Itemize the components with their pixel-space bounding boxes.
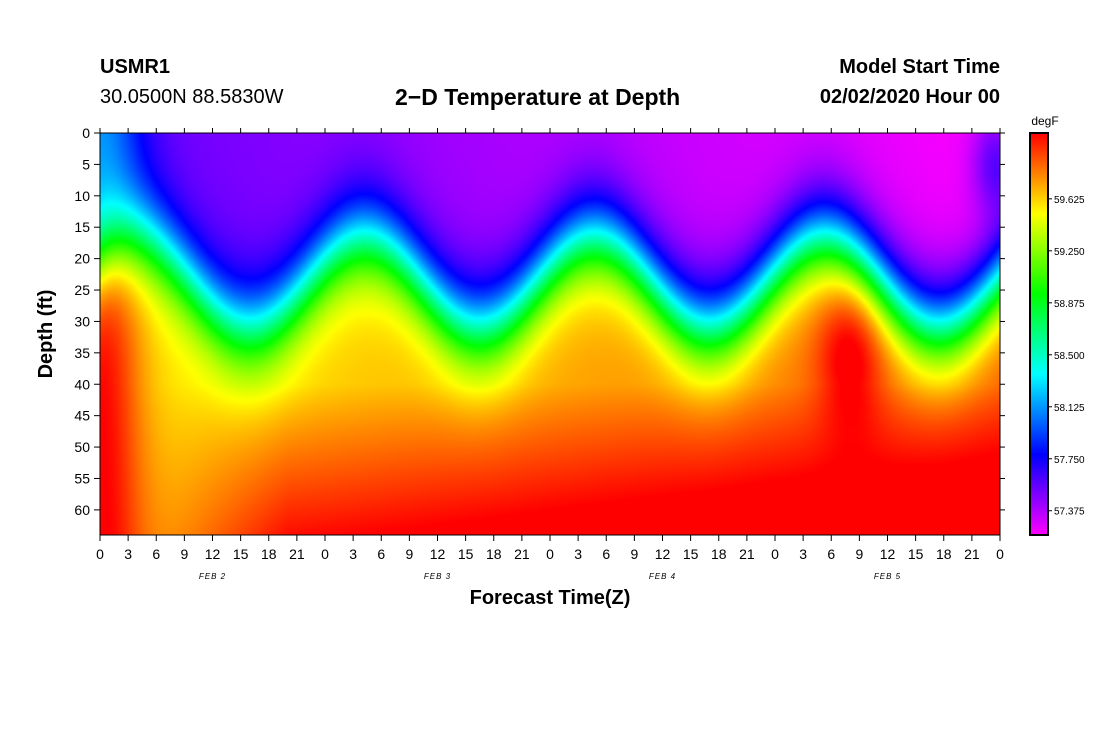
y-tick-label: 40 <box>74 376 90 392</box>
y-tick-label: 0 <box>82 125 90 141</box>
x-tick-label: 15 <box>458 546 474 562</box>
station-coordinates: 30.0500N 88.5830W <box>100 86 284 108</box>
x-tick-label: 12 <box>880 546 896 562</box>
colorbar-axis: 57.375 57.750 58.125 58.500 58.875 59.250 59.6… <box>1048 195 1085 518</box>
x-tick-label: 15 <box>683 546 699 562</box>
x-tick-label: 9 <box>630 546 638 562</box>
x-tick-label: 12 <box>655 546 671 562</box>
x-tick-label: 12 <box>430 546 446 562</box>
y-tick-label: 50 <box>74 439 90 455</box>
colorbar-frame <box>1029 132 1049 536</box>
x-tick-label: 21 <box>739 546 755 562</box>
x-tick-label: 21 <box>289 546 305 562</box>
x-day-label: FEB 5 <box>874 572 901 581</box>
colorbar-unit-label: degF <box>1031 114 1058 128</box>
x-axis: 0 3 6 9 12 15 18 21 0 3 6 9 12 15 18 21 0 3 6 9 12 15 18 21 0 3 6 9… <box>96 128 1004 581</box>
x-tick-label: 6 <box>152 546 160 562</box>
colorbar-gradient <box>1030 133 1048 535</box>
x-tick-label: 12 <box>205 546 221 562</box>
x-day-label: FEB 2 <box>199 572 226 581</box>
x-tick-label: 3 <box>124 546 132 562</box>
colorbar-tick-label: 59.625 <box>1054 195 1085 206</box>
x-tick-label: 0 <box>996 546 1004 562</box>
colorbar-tick-label: 59.250 <box>1054 247 1085 258</box>
x-tick-label: 21 <box>514 546 530 562</box>
x-tick-label: 0 <box>546 546 554 562</box>
colorbar-tick-label: 58.500 <box>1054 351 1085 362</box>
colorbar-tick-label: 57.375 <box>1054 507 1085 518</box>
x-tick-label: 18 <box>711 546 727 562</box>
model-start-value: 02/02/2020 Hour 00 <box>819 86 1000 108</box>
x-tick-label: 9 <box>855 546 863 562</box>
station-id: USMR1 <box>100 56 171 78</box>
y-tick-label: 25 <box>74 282 90 298</box>
x-tick-label: 18 <box>261 546 277 562</box>
y-tick-label: 5 <box>82 156 90 172</box>
x-tick-label: 18 <box>486 546 502 562</box>
y-tick-label: 35 <box>74 345 90 361</box>
x-tick-label: 3 <box>574 546 582 562</box>
x-axis-label: Forecast Time(Z) <box>470 587 631 609</box>
x-tick-label: 9 <box>405 546 413 562</box>
x-day-label: FEB 4 <box>649 572 676 581</box>
x-tick-label: 6 <box>377 546 385 562</box>
y-tick-label: 10 <box>74 188 90 204</box>
x-tick-label: 18 <box>936 546 952 562</box>
x-tick-label: 3 <box>799 546 807 562</box>
y-tick-label: 45 <box>74 408 90 424</box>
model-start-label: Model Start Time <box>839 56 1000 78</box>
y-tick-label: 60 <box>74 502 90 518</box>
x-tick-label: 6 <box>602 546 610 562</box>
x-tick-label: 0 <box>96 546 104 562</box>
x-day-label: FEB 3 <box>424 572 451 581</box>
colorbar-tick-label: 58.125 <box>1054 403 1085 414</box>
x-tick-label: 6 <box>827 546 835 562</box>
y-tick-label: 20 <box>74 251 90 267</box>
y-axis: 0 5 10 15 20 25 30 35 40 45 50 55 60 <box>74 125 1005 518</box>
colorbar-tick-label: 57.750 <box>1054 455 1085 466</box>
y-tick-label: 30 <box>74 313 90 329</box>
chart-title: 2−D Temperature at Depth <box>395 84 681 110</box>
temperature-heatmap <box>100 133 1000 535</box>
x-tick-label: 0 <box>771 546 779 562</box>
x-tick-label: 15 <box>908 546 924 562</box>
plot-frame <box>99 132 1001 536</box>
y-tick-label: 55 <box>74 470 90 486</box>
x-tick-label: 21 <box>964 546 980 562</box>
x-tick-label: 3 <box>349 546 357 562</box>
x-tick-label: 15 <box>233 546 249 562</box>
x-tick-label: 9 <box>180 546 188 562</box>
colorbar-tick-label: 58.875 <box>1054 299 1085 310</box>
y-tick-label: 15 <box>74 219 90 235</box>
y-axis-label: Depth (ft) <box>35 290 57 379</box>
x-tick-label: 0 <box>321 546 329 562</box>
